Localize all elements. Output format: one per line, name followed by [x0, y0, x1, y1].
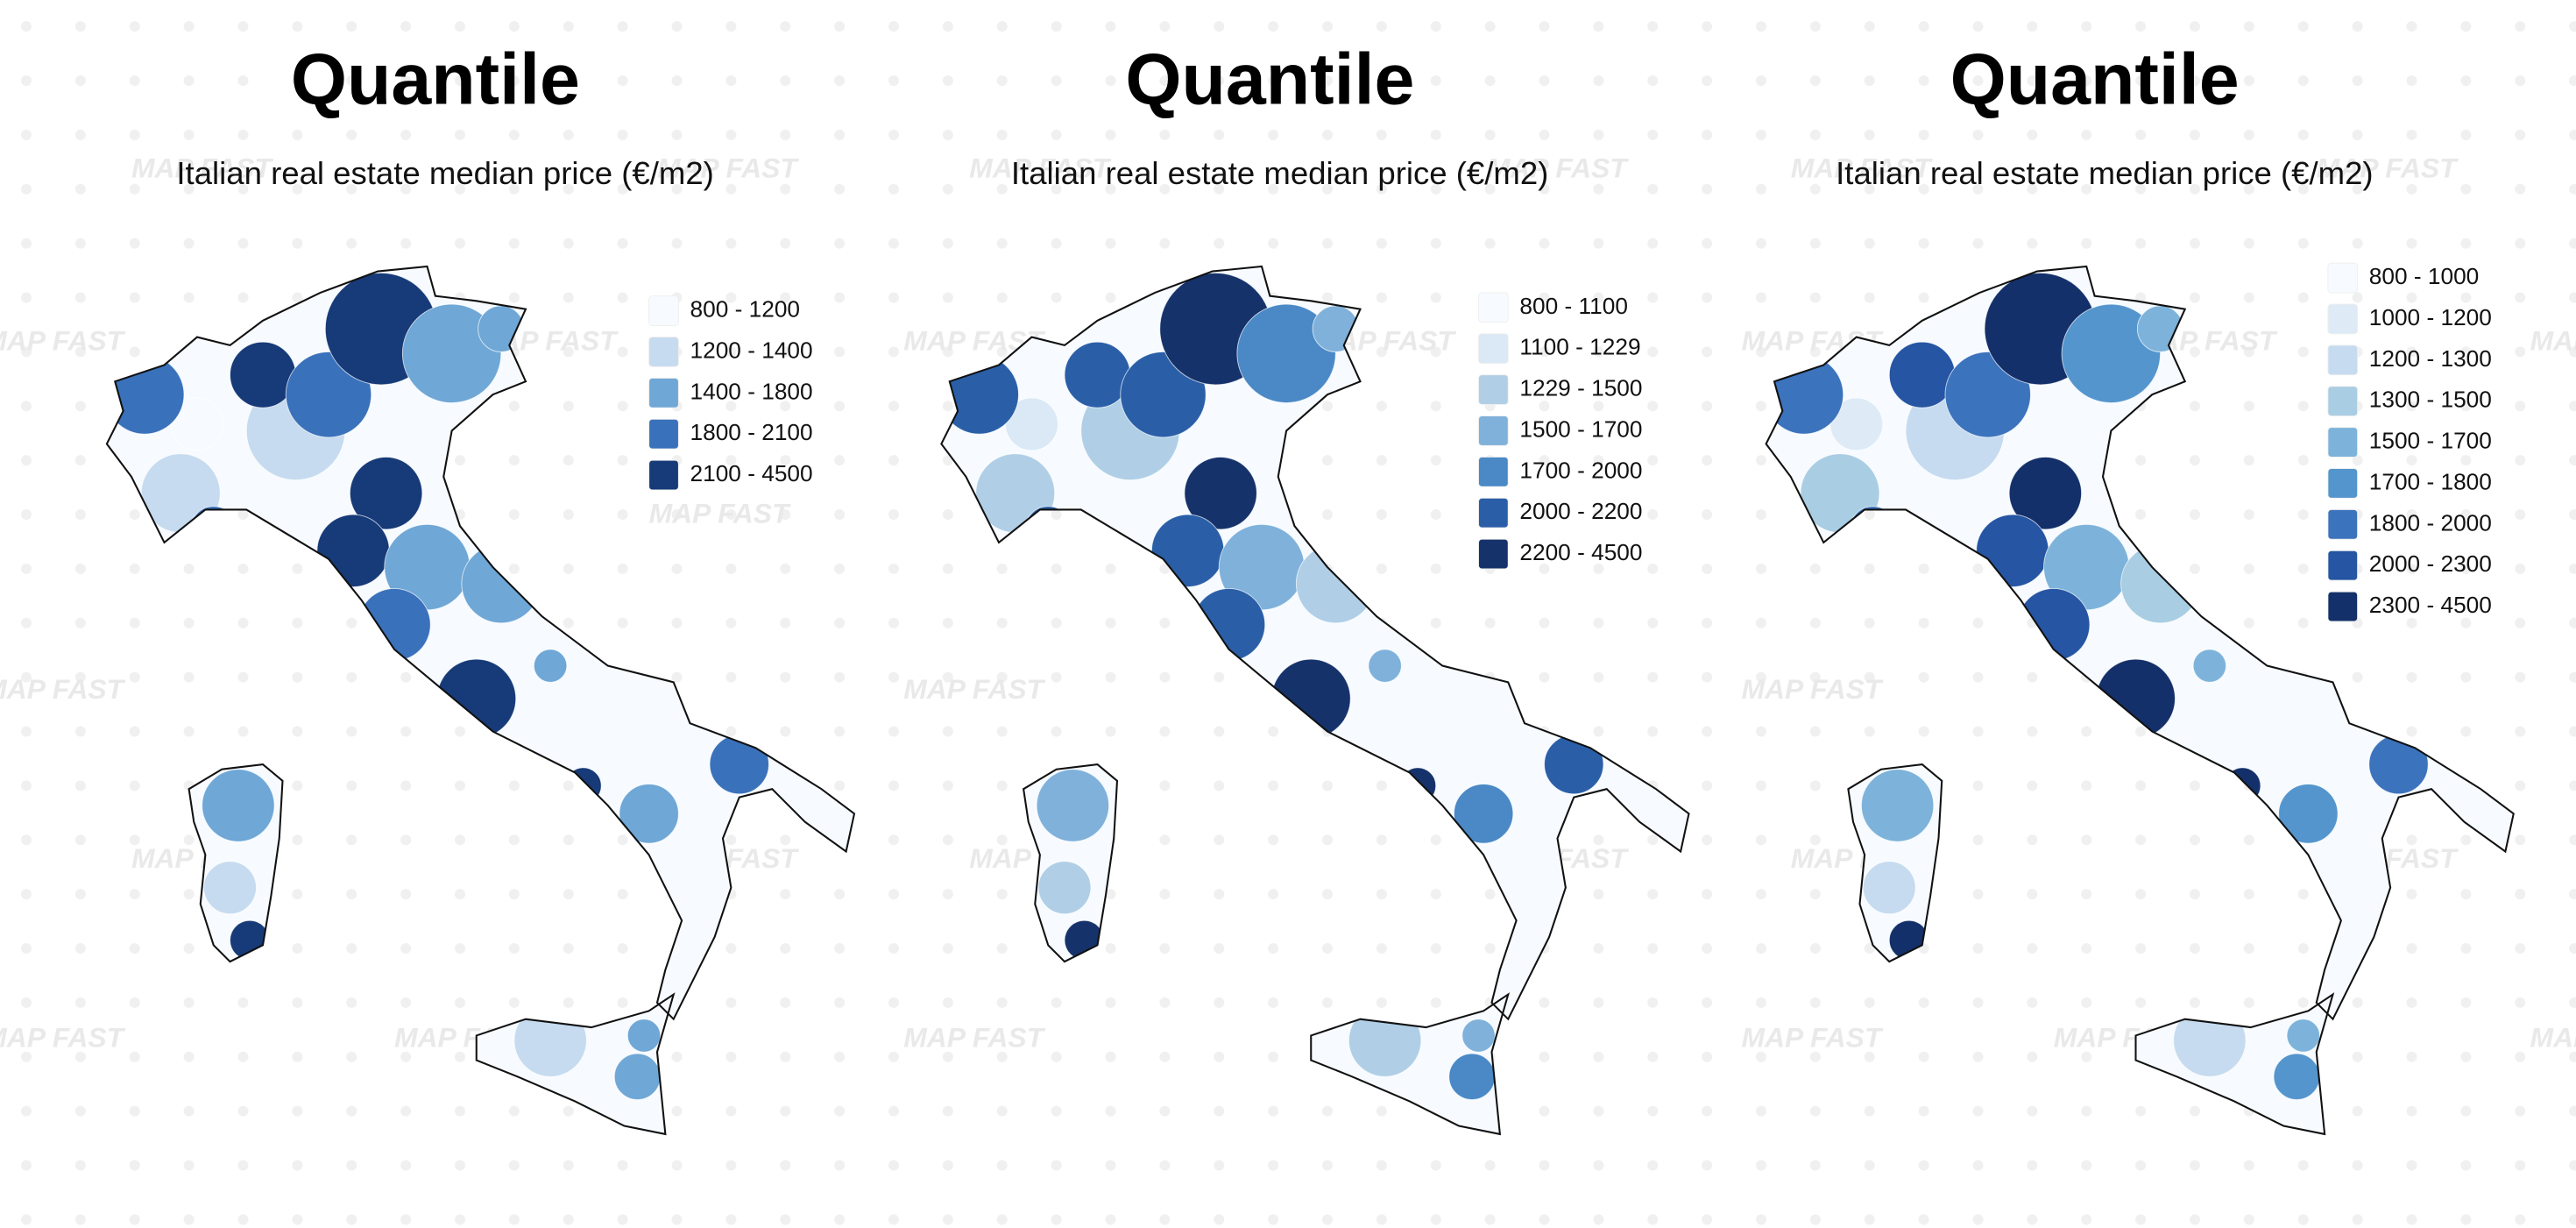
region	[2273, 1053, 2320, 1101]
legend-label: 2000 - 2300	[2369, 550, 2492, 577]
legend-swatch	[2327, 508, 2359, 540]
legend-swatch	[648, 377, 679, 408]
watermark: MAP FAST	[0, 325, 126, 357]
legend-label: 2200 - 4500	[1519, 539, 1642, 565]
region	[2278, 784, 2339, 844]
legend-label: 800 - 1100	[1519, 293, 1628, 319]
legend-label: 1800 - 2000	[2369, 509, 2492, 536]
region	[203, 861, 257, 915]
legend-swatch	[2327, 591, 2359, 622]
region	[1453, 784, 1514, 844]
panel-title: Quantile	[1125, 39, 1414, 119]
region	[533, 649, 568, 683]
legend-swatch	[2327, 427, 2359, 458]
legend-label: 1200 - 1400	[690, 337, 813, 363]
legend-swatch	[1478, 538, 1509, 570]
region	[1862, 861, 1916, 915]
legend-label: 800 - 1200	[690, 296, 801, 323]
legend-swatch	[1478, 374, 1509, 405]
watermark: MAP FAST	[903, 1022, 1045, 1054]
legend-swatch	[2327, 386, 2359, 417]
legend-swatch	[1478, 292, 1509, 323]
legend-swatch	[1478, 497, 1509, 529]
region	[1036, 769, 1110, 842]
watermark: MAP FAST	[1791, 153, 1933, 184]
legend-label: 1300 - 1500	[2369, 387, 2492, 413]
region	[202, 769, 275, 842]
legend-label: 1200 - 1300	[2369, 345, 2492, 372]
legend-swatch	[648, 418, 679, 450]
watermark: MAP FAST	[649, 497, 791, 529]
legend-swatch	[1478, 456, 1509, 487]
legend-label: 1500 - 1700	[1519, 415, 1642, 442]
legend-label: 1400 - 1800	[690, 378, 813, 404]
watermark: MAP FAST	[657, 153, 799, 184]
region	[626, 1019, 662, 1053]
panel-subtitle: Italian real estate median price (€/m2)	[1011, 155, 1548, 191]
region	[349, 456, 423, 530]
legend-label: 1000 - 1200	[2369, 304, 2492, 330]
region	[613, 1053, 662, 1101]
watermark: MAP FAST	[903, 673, 1045, 705]
region	[1461, 1019, 1496, 1053]
region	[1448, 1053, 1496, 1101]
watermark: MAP FAST	[2530, 325, 2576, 357]
legend-label: 1500 - 1700	[2369, 428, 2492, 454]
legend-swatch	[2327, 344, 2359, 376]
watermark: MAP FAST	[1742, 1022, 1884, 1054]
region	[619, 784, 679, 844]
region	[1236, 303, 1336, 404]
legend-label: 1800 - 2100	[690, 419, 813, 445]
legend-label: 1700 - 2000	[1519, 457, 1642, 483]
region	[2192, 649, 2227, 683]
legend-swatch	[648, 337, 679, 367]
legend-label: 2300 - 4500	[2369, 592, 2492, 618]
region	[1860, 769, 1935, 842]
region	[1184, 456, 1257, 530]
region	[1037, 861, 1092, 915]
legend-swatch	[1478, 415, 1509, 446]
panel-subtitle: Italian real estate median price (€/m2)	[1836, 155, 2373, 191]
watermark: MAP FAST	[131, 153, 273, 184]
region	[2286, 1019, 2320, 1053]
legend-swatch	[648, 459, 679, 491]
legend-label: 2100 - 4500	[690, 460, 813, 486]
watermark: MAP FAST	[0, 1022, 126, 1054]
legend-label: 1100 - 1229	[1519, 334, 1640, 360]
watermark: MAP FAST	[1742, 673, 1884, 705]
watermark: MAP FAST	[969, 153, 1111, 184]
region	[2008, 456, 2083, 530]
panel-title: Quantile	[1950, 39, 2240, 119]
legend-swatch	[2327, 262, 2359, 294]
region	[2061, 303, 2162, 404]
watermark: MAP FAST	[0, 673, 126, 705]
watermark: MAP FAST	[1487, 153, 1629, 184]
legend-label: 1700 - 1800	[2369, 468, 2492, 494]
region	[401, 303, 502, 404]
region	[1368, 649, 1402, 683]
watermark: MAP FAST	[2317, 153, 2459, 184]
panel-title: Quantile	[291, 39, 580, 119]
legend-swatch	[648, 295, 679, 326]
legend-swatch	[2327, 550, 2359, 581]
legend-label: 800 - 1000	[2369, 263, 2480, 289]
panel-subtitle: Italian real estate median price (€/m2)	[176, 155, 713, 191]
legend-swatch	[2327, 303, 2359, 335]
legend-label: 1229 - 1500	[1519, 375, 1642, 401]
legend-swatch	[2327, 468, 2359, 499]
watermark: MAP FAST	[2530, 1022, 2576, 1054]
legend-swatch	[1478, 333, 1509, 365]
legend-label: 2000 - 2200	[1519, 498, 1642, 524]
